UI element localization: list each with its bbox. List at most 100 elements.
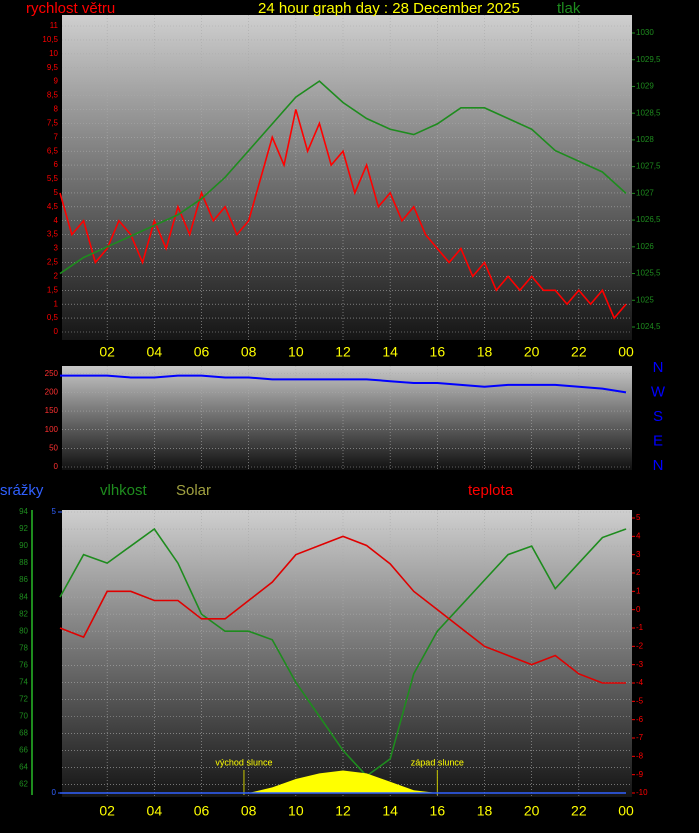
y2-tick-label: 1027,5: [636, 162, 661, 171]
y2-label: tlak: [557, 0, 581, 17]
y-label: rychlost větru: [26, 0, 115, 17]
y-tick-label: 3: [54, 244, 59, 253]
annotation: západ slunce: [411, 757, 464, 767]
y-tick-label: 2: [54, 271, 59, 280]
compass-label: N: [653, 457, 664, 474]
y-tick-label: 0,5: [47, 313, 59, 322]
y-tick-label: 76: [19, 660, 28, 669]
x-tick-label: 06: [194, 344, 210, 360]
y-tick-label: 70: [19, 711, 28, 720]
y-tick-label: 1: [54, 299, 59, 308]
precip-label: srážky: [0, 482, 44, 499]
y3-tick-label: 5: [52, 507, 57, 516]
y-tick-label: 68: [19, 729, 28, 738]
series-line: [59, 535, 626, 684]
y-tick-label: 50: [49, 443, 58, 452]
x-tick-label: 18: [477, 803, 493, 819]
y-tick-label: 74: [19, 677, 28, 686]
y-tick-label: 8,5: [47, 91, 59, 100]
y-tick-label: 100: [45, 425, 59, 434]
y2-tick-label: 1029: [636, 82, 654, 91]
compass-label: N: [653, 359, 664, 376]
y-tick-label: 7,5: [47, 118, 59, 127]
y-tick-label: 150: [45, 406, 59, 415]
y2-tick-label: 1025,5: [636, 269, 661, 278]
y3-tick-label: 0: [52, 788, 57, 797]
y-tick-label: 92: [19, 524, 28, 533]
y-tick-label: 62: [19, 780, 28, 789]
y2-tick-label: -9: [636, 770, 644, 779]
y2-tick-label: 1030: [636, 28, 654, 37]
chart-title: 24 hour graph day : 28 December 2025: [258, 0, 520, 17]
y-tick-label: 8: [54, 105, 59, 114]
y-tick-label: 10: [49, 49, 58, 58]
y2-tick-label: 1028,5: [636, 108, 661, 117]
x-tick-label: 12: [335, 344, 351, 360]
x-tick-label: 16: [430, 344, 446, 360]
x-tick-label: 14: [382, 803, 398, 819]
y-tick-label: 3,5: [47, 230, 59, 239]
y2-tick-label: 4: [636, 531, 641, 540]
x-tick-label: 08: [241, 803, 257, 819]
y-tick-label: 86: [19, 575, 28, 584]
y2-tick-label: 0: [636, 605, 641, 614]
y-tick-label: 94: [19, 507, 28, 516]
y2-tick-label: 5: [636, 513, 641, 522]
x-tick-label: 02: [99, 803, 115, 819]
x-tick-label: 06: [194, 803, 210, 819]
x-tick-label: 04: [147, 344, 163, 360]
y2-tick-label: -10: [636, 788, 648, 797]
y-tick-label: 9: [54, 77, 59, 86]
y-tick-label: 5,5: [47, 174, 59, 183]
annotation: východ slunce: [215, 757, 272, 767]
y-tick-label: 4,5: [47, 202, 59, 211]
y2-tick-label: 1029,5: [636, 55, 661, 64]
y-tick-label: 84: [19, 592, 28, 601]
compass-label: S: [653, 408, 663, 425]
y2-tick-label: -1: [636, 623, 644, 632]
y-tick-label: 250: [45, 369, 59, 378]
y2-tick-label: -4: [636, 678, 644, 687]
y-tick-label: 66: [19, 746, 28, 755]
y-tick-label: 72: [19, 694, 28, 703]
humidity-label: vlhkost: [100, 482, 148, 499]
x-tick-label: 12: [335, 803, 351, 819]
plot-area: [62, 510, 632, 797]
y2-tick-label: 1026,5: [636, 215, 661, 224]
x-tick-label: 02: [99, 344, 115, 360]
y-tick-label: 1,5: [47, 285, 59, 294]
x-tick-label: 08: [241, 344, 257, 360]
solar-area: [248, 770, 438, 793]
series-line: [59, 109, 627, 320]
y-tick-label: 5: [54, 188, 59, 197]
y-tick-label: 82: [19, 609, 28, 618]
x-tick-label: 20: [524, 344, 540, 360]
x-tick-label: 22: [571, 803, 587, 819]
y2-tick-label: 3: [636, 550, 641, 559]
y2-tick-label: 1024,5: [636, 322, 661, 331]
y2-tick-label: 1025: [636, 295, 654, 304]
series-line: [60, 374, 627, 394]
y-tick-label: 4: [54, 216, 59, 225]
y-tick-label: 0: [54, 462, 59, 471]
y-tick-label: 7: [54, 132, 59, 141]
solar-label: Solar: [176, 482, 211, 499]
y-tick-label: 0: [54, 327, 59, 336]
y-tick-label: 78: [19, 643, 28, 652]
y-tick-label: 2,5: [47, 258, 59, 267]
y2-tick-label: -2: [636, 641, 644, 650]
x-tick-label: 22: [571, 344, 587, 360]
y-tick-label: 90: [19, 541, 28, 550]
y2-tick-label: 1027: [636, 188, 654, 197]
x-tick-label: 14: [382, 344, 398, 360]
series-line: [59, 80, 627, 275]
y2-tick-label: 1: [636, 586, 641, 595]
y-tick-label: 64: [19, 763, 28, 772]
y-tick-label: 80: [19, 626, 28, 635]
x-tick-label: 18: [477, 344, 493, 360]
y2-tick-label: 1028: [636, 135, 654, 144]
series-line: [59, 527, 627, 778]
y-tick-label: 6,5: [47, 146, 59, 155]
y2-tick-label: -7: [636, 733, 644, 742]
